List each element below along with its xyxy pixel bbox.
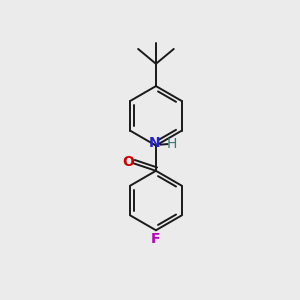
Text: H: H: [166, 137, 177, 151]
Text: N: N: [148, 136, 160, 151]
Text: F: F: [151, 232, 161, 246]
Text: O: O: [122, 155, 134, 169]
